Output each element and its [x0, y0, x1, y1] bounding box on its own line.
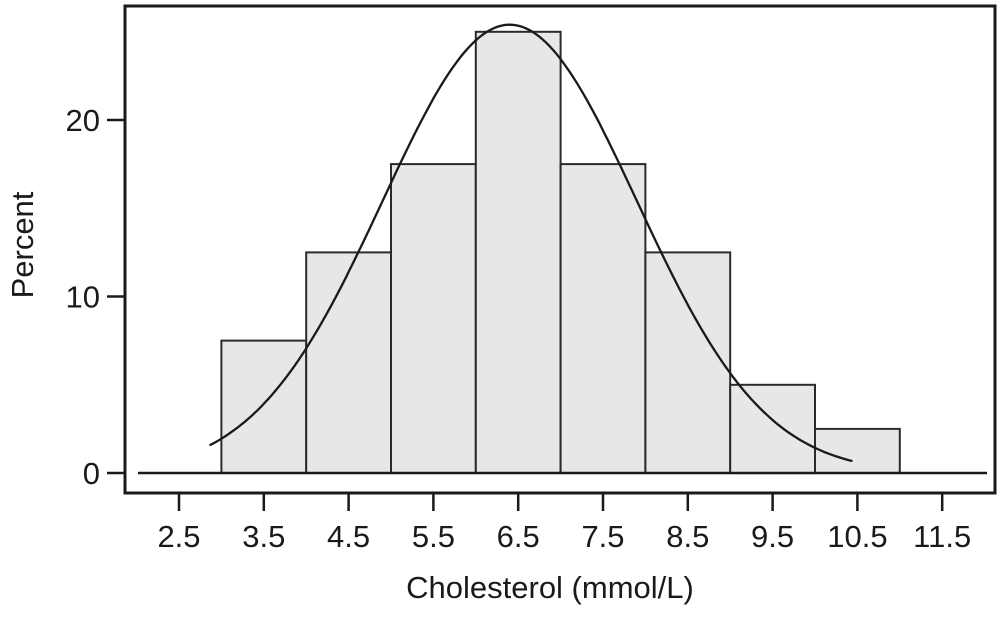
y-tick-label: 10 — [66, 280, 100, 315]
x-tick-label: 6.5 — [497, 519, 540, 554]
x-tick-label: 8.5 — [666, 519, 709, 554]
histogram-bar — [390, 163, 477, 474]
histogram-bar — [474, 30, 562, 475]
x-tick-label: 4.5 — [327, 519, 370, 554]
x-axis-title: Cholesterol (mmol/L) — [406, 570, 694, 605]
histogram-bar — [559, 163, 647, 474]
x-tick-label: 9.5 — [751, 519, 794, 554]
plot-frame — [123, 4, 997, 495]
plot-layer: 0 10 20 2.5 3.5 4.5 5.5 6.5 7.5 8.5 9.5 10.5 11.5 — [66, 4, 997, 554]
x-tick-label: 3.5 — [242, 519, 285, 554]
y-tick-label: 20 — [66, 103, 100, 138]
x-tick-label: 11.5 — [913, 519, 971, 554]
histogram-bar — [729, 383, 817, 475]
y-tick-label: 0 — [83, 456, 100, 491]
x-tick-label: 5.5 — [412, 519, 455, 554]
histogram-bar — [305, 251, 393, 474]
y-axis-title: Percent — [5, 191, 40, 298]
histogram-bar — [644, 251, 732, 474]
normal-curve — [209, 23, 853, 463]
histogram-bar — [814, 427, 901, 474]
x-tick-label: 2.5 — [157, 519, 200, 554]
x-tick-label: 7.5 — [581, 519, 624, 554]
histogram-bar — [220, 339, 308, 474]
x-tick-label: 10.5 — [827, 519, 887, 554]
